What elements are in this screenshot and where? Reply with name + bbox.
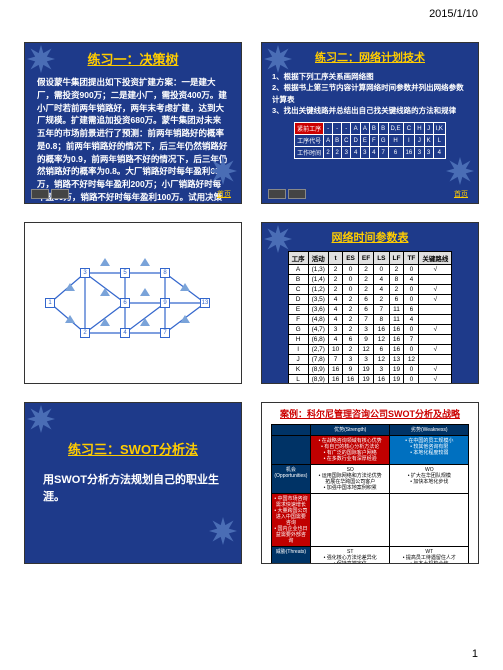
triangle-icon: [180, 315, 190, 323]
params-table: 工序活动tESEFLSLFTF关键路线A(1,3)202020√B(1,4)20…: [288, 251, 453, 384]
date-text: 2015/1/10: [429, 8, 478, 20]
swot-s: • 在战略咨询领域有核心优势 • 有自己的核心分析方法论 • 有广泛的国际客户网…: [311, 436, 390, 465]
slide-3-diagram: 1 3 5 8 13 2 6 9 4 7: [24, 222, 242, 384]
node: 3: [80, 268, 90, 278]
page-number: 1: [472, 648, 478, 660]
slide-6-title: 案例：科尔尼管理咨询公司SWOT分析及战略: [262, 403, 478, 424]
slide-1-title: 练习一：决策树: [25, 43, 241, 72]
triangle-icon: [180, 283, 190, 291]
next-button[interactable]: [51, 189, 69, 199]
slide-grid: 练习一：决策树 假设蒙牛集团提出如下投资扩建方案：一是建大厂，需投资900万；二…: [24, 42, 480, 564]
swot-so: SO • 运用国际网络和方法论优势 拓展在华跨国公司客户 • 加强中国本地案例积…: [311, 465, 390, 494]
swot-s-label: 优势(Strength): [311, 425, 390, 436]
node: 8: [160, 268, 170, 278]
slide-2-list: 1、根据下列工序关系画网络图 2、根据书上第三节内容计算网络时间参数并列出网络参…: [262, 69, 478, 118]
home-link[interactable]: 首页: [454, 189, 468, 199]
triangle-icon: [140, 288, 150, 296]
node: 7: [160, 328, 170, 338]
slide-4-title: 网络时间参数表: [262, 223, 478, 249]
swot-w-label: 劣势(Weakness): [390, 425, 469, 436]
slide-1: 练习一：决策树 假设蒙牛集团提出如下投资扩建方案：一是建大厂，需投资900万；二…: [24, 42, 242, 204]
nav-buttons: [268, 189, 306, 199]
slide-5-title: 练习三：SWOT分析法: [25, 433, 241, 462]
triangle-icon: [140, 258, 150, 266]
swot-st: ST • 强化核心方法论差异化 • 保持高端定位: [311, 547, 390, 565]
swot-wt: WT • 提高员工待遇留住人才 • 与本土机构合作: [390, 547, 469, 565]
prev-button[interactable]: [268, 189, 286, 199]
next-button[interactable]: [288, 189, 306, 199]
triangle-icon: [100, 258, 110, 266]
swot-w: • 在中国的员工规模小 • 较其他咨询有限 • 本地化程度较弱: [390, 436, 469, 465]
slide-5-body: 用SWOT分析方法规划自己的职业生涯。: [25, 462, 241, 515]
triangle-icon: [140, 318, 150, 326]
node: 4: [120, 328, 130, 338]
slide-4: 网络时间参数表 工序活动tESEFLSLFTF关键路线A(1,3)202020√…: [261, 222, 479, 384]
triangle-icon: [100, 288, 110, 296]
triangle-icon: [65, 283, 75, 291]
nav-buttons: [31, 189, 69, 199]
swot-o: • 中国市场咨询需求快速增长 • 大量跨国公司进入中国需要咨询 • 国内企业也日…: [271, 494, 311, 547]
slide-2: 练习二：网络计划技术 1、根据下列工序关系画网络图 2、根据书上第三节内容计算网…: [261, 42, 479, 204]
prev-button[interactable]: [31, 189, 49, 199]
triangle-icon: [100, 318, 110, 326]
node: 2: [80, 328, 90, 338]
slide-2-table: 紧前工序---AABBD,ECHJI,K工序代号ABCDEFGHIJKL工作时间…: [294, 122, 446, 159]
slide-2-title: 练习二：网络计划技术: [262, 43, 478, 69]
node: 1: [45, 298, 55, 308]
swot-wo: WO • 扩大在华团队规模 • 加快本地化步伐: [390, 465, 469, 494]
node: 6: [120, 298, 130, 308]
network-diagram: 1 3 5 8 13 2 6 9 4 7: [35, 243, 230, 363]
home-link[interactable]: 首页: [217, 189, 231, 199]
swot-t-label: 威胁(Threats): [271, 547, 311, 565]
node: 13: [200, 298, 210, 308]
swot-table: 优势(Strength) 劣势(Weakness) • 在战略咨询领域有核心优势…: [271, 424, 470, 564]
triangle-icon: [65, 315, 75, 323]
slide-5: 练习三：SWOT分析法 用SWOT分析方法规划自己的职业生涯。: [24, 402, 242, 564]
node: 5: [120, 268, 130, 278]
swot-o-label: 机会(Opportunities): [271, 465, 311, 494]
slide-6: 案例：科尔尼管理咨询公司SWOT分析及战略 优势(Strength) 劣势(We…: [261, 402, 479, 564]
node: 9: [160, 298, 170, 308]
